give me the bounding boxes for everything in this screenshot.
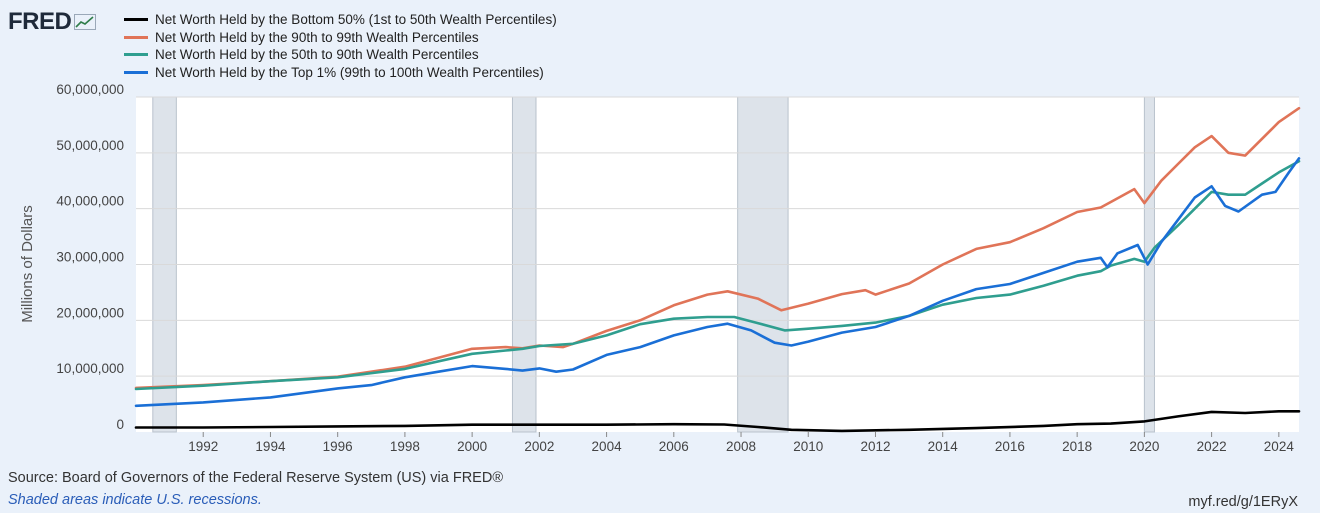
x-tick-label: 2016 xyxy=(995,439,1025,454)
x-tick-label: 2022 xyxy=(1197,439,1227,454)
y-tick-label: 20,000,000 xyxy=(56,305,124,320)
series-group xyxy=(134,106,1301,433)
legend-entry[interactable]: Net Worth Held by the 90th to 99th Wealt… xyxy=(124,29,557,47)
y-tick-label: 0 xyxy=(116,417,124,432)
fred-logo-text: FRED xyxy=(8,8,72,35)
x-tick-label: 1992 xyxy=(188,439,218,454)
legend-swatch xyxy=(124,70,148,74)
legend-entry[interactable]: Net Worth Held by the Top 1% (99th to 10… xyxy=(124,64,557,82)
legend-swatch xyxy=(124,53,148,57)
x-tick-label: 1994 xyxy=(255,439,286,454)
legend-swatch xyxy=(124,18,148,22)
x-tick-label: 2004 xyxy=(592,439,623,454)
series-line-90-to-99[interactable] xyxy=(134,106,1301,390)
x-tick-label: 2020 xyxy=(1129,439,1159,454)
legend-label: Net Worth Held by the 90th to 99th Wealt… xyxy=(155,29,479,45)
y-tick-label: 60,000,000 xyxy=(56,82,124,97)
x-tick-label: 1996 xyxy=(323,439,353,454)
series-line-bottom-50[interactable] xyxy=(134,410,1301,433)
legend-entry[interactable]: Net Worth Held by the 50th to 90th Wealt… xyxy=(124,46,557,64)
legend-label: Net Worth Held by the Bottom 50% (1st to… xyxy=(155,12,557,28)
x-tick-label: 2002 xyxy=(524,439,554,454)
short-url-link[interactable]: myf.red/g/1ERyX xyxy=(1188,494,1298,510)
x-tick-label: 2012 xyxy=(860,439,890,454)
x-tick-label: 1998 xyxy=(390,439,420,454)
x-tick-label: 2024 xyxy=(1264,439,1295,454)
legend-entry[interactable]: Net Worth Held by the Bottom 50% (1st to… xyxy=(124,11,557,29)
legend-label: Net Worth Held by the 50th to 90th Wealt… xyxy=(155,47,479,63)
y-tick-label: 40,000,000 xyxy=(56,194,124,209)
x-tick-label: 2018 xyxy=(1062,439,1092,454)
y-tick-label: 30,000,000 xyxy=(56,250,124,265)
series-line-top-1[interactable] xyxy=(134,157,1301,408)
y-axis-ticks: 0 10,000,000 20,000,000 30,000,000 40,000,00… xyxy=(56,82,124,432)
y-axis-label: Millions of Dollars xyxy=(19,205,36,323)
source-text: Source: Board of Governors of the Federa… xyxy=(8,470,504,486)
y-tick-label: 50,000,000 xyxy=(56,138,124,153)
line-chart[interactable]: 0 10,000,000 20,000,000 30,000,000 40,000,00… xyxy=(0,0,1320,470)
chart-legend: Net Worth Held by the Bottom 50% (1st to… xyxy=(124,11,557,81)
legend-label: Net Worth Held by the Top 1% (99th to 10… xyxy=(155,64,544,80)
series-line-50-to-90[interactable] xyxy=(134,159,1301,391)
x-axis-ticks: 1992 1994 1996 1998 2000 2002 2004 2006 2008 2010… xyxy=(188,432,1294,454)
fred-chart-icon xyxy=(74,14,97,30)
x-tick-label: 2000 xyxy=(457,439,487,454)
x-tick-label: 2008 xyxy=(726,439,756,454)
legend-swatch xyxy=(124,35,148,39)
x-tick-label: 2014 xyxy=(928,439,959,454)
recession-note[interactable]: Shaded areas indicate U.S. recessions. xyxy=(8,492,262,508)
y-tick-label: 10,000,000 xyxy=(56,361,124,376)
x-tick-label: 2010 xyxy=(793,439,823,454)
fred-logo[interactable]: FRED xyxy=(8,8,97,36)
x-tick-label: 2006 xyxy=(659,439,689,454)
